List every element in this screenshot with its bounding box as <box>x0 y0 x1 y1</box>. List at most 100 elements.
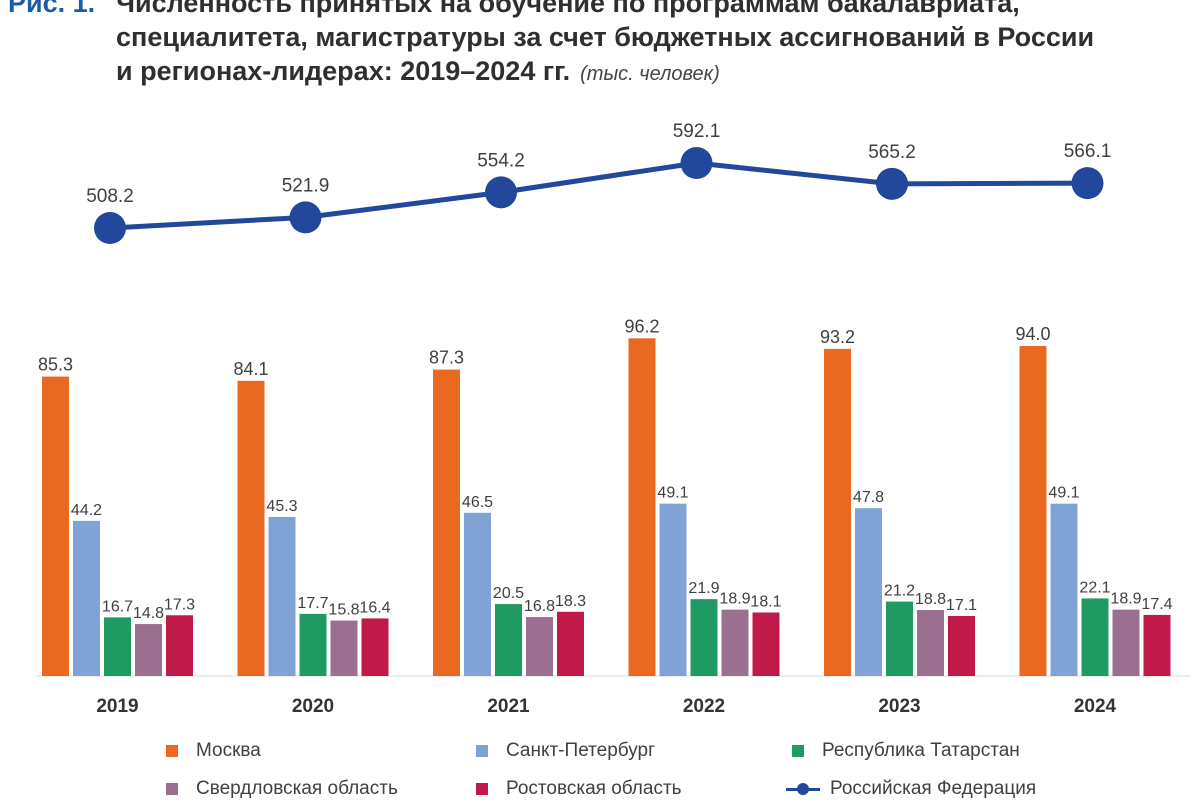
bar-свердловская-область-2024 <box>1112 609 1140 676</box>
x-tick-label-2020: 2020 <box>292 696 334 717</box>
bar-санкт-петербург-2020 <box>268 516 296 676</box>
bar-москва-2023 <box>824 348 851 676</box>
bar-label-республика-татарстан-2019: 16.7 <box>102 598 133 615</box>
line-label-russia-2019: 508.2 <box>86 186 134 207</box>
bar-label-санкт-петербург-2021: 46.5 <box>462 494 493 511</box>
bar-label-ростовская-область-2020: 16.4 <box>359 599 390 616</box>
bar-санкт-петербург-2024 <box>1050 503 1078 676</box>
bar-label-санкт-петербург-2023: 47.8 <box>853 489 884 506</box>
bar-label-республика-татарстан-2022: 21.9 <box>688 580 719 597</box>
line-series-russia <box>109 160 1088 231</box>
bar-республика-татарстан-2023 <box>886 601 913 676</box>
bar-label-москва-2021: 87.3 <box>429 348 464 368</box>
legend-item-rostov: Ростовская область <box>476 778 682 800</box>
legend-item-russia: Российская Федерация <box>786 778 1036 800</box>
line-label-russia-2022: 592.1 <box>673 121 721 142</box>
bar-label-республика-татарстан-2020: 17.7 <box>297 595 328 612</box>
bar-республика-татарстан-2019 <box>104 617 131 676</box>
legend-label-sverdlovsk: Свердловская область <box>196 778 398 799</box>
line-point-russia-2021 <box>485 176 517 209</box>
bar-label-санкт-петербург-2020: 45.3 <box>266 498 297 515</box>
bar-санкт-петербург-2019 <box>73 520 100 676</box>
bar-республика-татарстан-2022 <box>690 599 718 676</box>
figure-title-line-3: и регионах-лидерах: 2019–2024 гг. <box>116 56 571 86</box>
bar-label-санкт-петербург-2024: 49.1 <box>1048 485 1079 502</box>
bar-москва-2020 <box>237 380 265 676</box>
legend-swatch-rostov <box>476 783 488 795</box>
chart-area: 85.3 44.2 16.7 14.817.3 2019 84.1 45.3 17.7 15.8… <box>36 121 1190 717</box>
legend-swatch-moscow <box>166 745 178 757</box>
legend-label-tatarstan: Республика Татарстан <box>822 740 1020 761</box>
x-tick-label-2021: 2021 <box>487 696 530 717</box>
figure-title: Численность принятых на обучение по прог… <box>116 0 1094 91</box>
bar-ростовская-область-2019 <box>166 615 193 676</box>
figure-title-line-2: специалитета, магистратуры за счет бюдже… <box>116 22 1095 52</box>
bar-москва-2024 <box>1019 346 1047 676</box>
bar-label-ростовская-область-2022: 18.1 <box>750 593 781 610</box>
figure-title-line-1: Численность принятых на обучение по прог… <box>116 0 1020 18</box>
legend-item-moscow: Москва <box>166 740 261 762</box>
bar-label-свердловская-область-2024: 18.9 <box>1110 591 1141 608</box>
bar-label-санкт-петербург-2022: 49.1 <box>657 485 688 502</box>
bar-свердловская-область-2023 <box>917 610 944 676</box>
bar-label-ростовская-область-2021: 18.3 <box>555 593 586 610</box>
x-tick-label-2023: 2023 <box>878 696 920 717</box>
bar-label-республика-татарстан-2024: 22.1 <box>1079 579 1110 596</box>
x-tick-label-2024: 2024 <box>1074 696 1117 717</box>
legend-swatch-spb <box>476 745 488 757</box>
bar-label-свердловская-область-2023: 18.8 <box>915 591 946 608</box>
bar-санкт-петербург-2022 <box>659 503 687 676</box>
bar-label-республика-татарстан-2023: 21.2 <box>884 583 915 600</box>
bar-label-свердловская-область-2019: 14.8 <box>133 605 164 622</box>
bar-label-ростовская-область-2024: 17.4 <box>1141 596 1172 613</box>
line-label-russia-2023: 565.2 <box>868 142 916 163</box>
bar-свердловская-область-2020 <box>330 620 358 676</box>
bar-ростовская-область-2020 <box>361 618 389 676</box>
legend-label-rostov: Ростовская область <box>506 778 682 799</box>
bar-санкт-петербург-2023 <box>855 508 882 676</box>
bar-свердловская-область-2019 <box>135 624 162 676</box>
bar-label-ростовская-область-2019: 17.3 <box>164 596 195 613</box>
legend-swatch-tatarstan <box>792 745 804 757</box>
legend-dot-russia <box>797 783 809 795</box>
line-label-russia-2021: 554.2 <box>477 150 525 171</box>
x-tick-label-2022: 2022 <box>683 696 725 717</box>
bar-label-ростовская-область-2023: 17.1 <box>946 597 977 614</box>
legend-label-spb: Санкт-Петербург <box>506 740 656 761</box>
line-point-russia-2019 <box>94 212 126 244</box>
bar-республика-татарстан-2024 <box>1081 598 1109 676</box>
legend-swatch-sverdlovsk <box>166 783 178 795</box>
x-tick-label-2019: 2019 <box>96 696 138 717</box>
legend-item-tatarstan: Республика Татарстан <box>792 740 1020 762</box>
bar-label-москва-2022: 96.2 <box>624 316 659 336</box>
bar-свердловская-область-2022 <box>721 609 749 676</box>
bar-ростовская-область-2021 <box>557 611 584 676</box>
bar-москва-2019 <box>42 376 69 676</box>
bar-республика-татарстан-2020 <box>299 613 327 676</box>
bar-label-свердловская-область-2021: 16.8 <box>524 598 555 615</box>
bar-свердловская-область-2021 <box>526 617 553 676</box>
bar-label-москва-2020: 84.1 <box>233 359 268 379</box>
legend-label-russia: Российская Федерация <box>830 778 1037 799</box>
bar-label-свердловская-область-2022: 18.9 <box>719 591 750 608</box>
bar-ростовская-область-2023 <box>948 615 975 676</box>
legend-item-sverdlovsk: Свердловская область <box>166 778 398 800</box>
bar-label-санкт-петербург-2019: 44.2 <box>71 502 102 519</box>
line-point-russia-2020 <box>289 201 322 234</box>
bar-москва-2021 <box>433 369 460 676</box>
bar-санкт-петербург-2021 <box>464 512 491 676</box>
figure-unit: (тыс. человек) <box>580 63 720 85</box>
figure-number: Рис. 1. <box>8 0 96 18</box>
bar-label-москва-2023: 93.2 <box>820 327 855 347</box>
legend-swatch-russia <box>786 783 820 795</box>
bar-label-москва-2019: 85.3 <box>38 355 73 375</box>
bar-label-москва-2024: 94.0 <box>1015 324 1050 344</box>
line-point-russia-2023 <box>876 167 908 200</box>
bar-ростовская-область-2022 <box>752 612 780 676</box>
bar-ростовская-область-2024 <box>1143 614 1171 676</box>
bar-республика-татарстан-2021 <box>495 604 522 676</box>
legend: Москва Санкт-Петербург Республика Татарс… <box>0 730 1200 800</box>
bar-label-свердловская-область-2020: 15.8 <box>328 602 359 619</box>
bar-москва-2022 <box>628 338 656 676</box>
line-label-russia-2020: 521.9 <box>282 175 330 196</box>
